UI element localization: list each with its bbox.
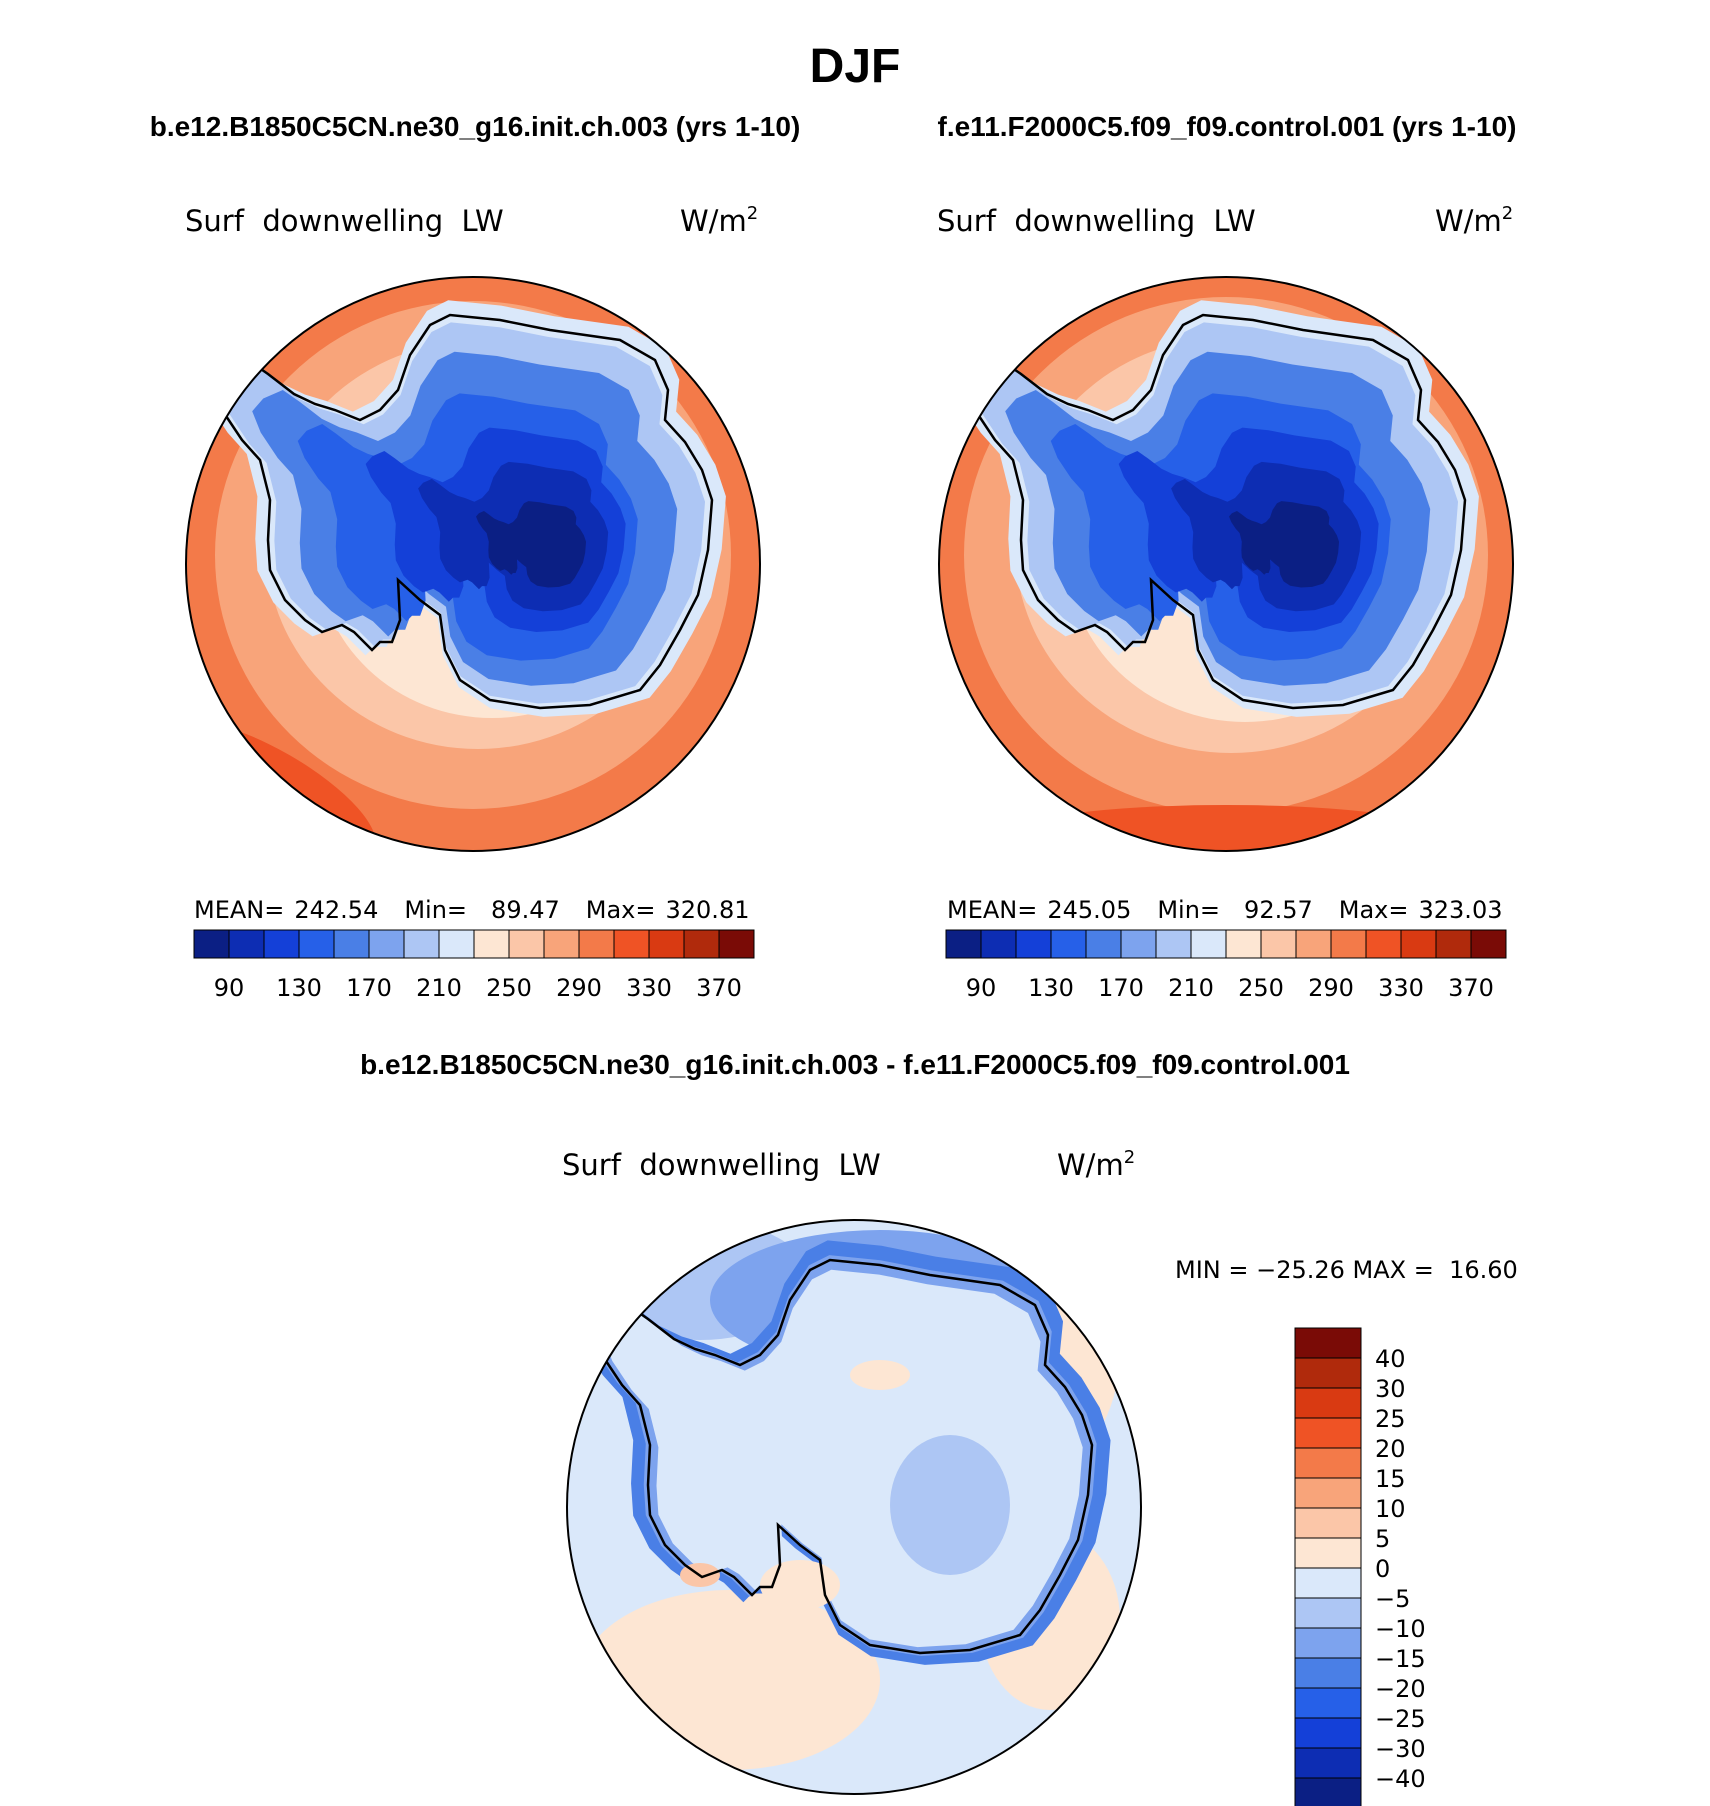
colorbar-swatch bbox=[648, 929, 685, 959]
colorbar-swatch bbox=[1120, 929, 1157, 959]
colorbar-tick-label: 370 bbox=[1448, 974, 1494, 1002]
colorbar-swatch bbox=[1294, 1357, 1362, 1389]
colorbar-tick-label: 10 bbox=[1375, 1495, 1406, 1523]
colorbar-swatch bbox=[1294, 1657, 1362, 1689]
colorbar-swatch bbox=[193, 929, 230, 959]
colorbar-tick-label: −25 bbox=[1375, 1705, 1426, 1733]
colorbar-swatch bbox=[1294, 1417, 1362, 1449]
colorbar-tick-label: 15 bbox=[1375, 1465, 1406, 1493]
colorbar-tick-label: 130 bbox=[276, 974, 322, 1002]
colorbar-swatch bbox=[1294, 1567, 1362, 1599]
colorbar-swatch bbox=[1365, 929, 1402, 959]
polar-map-difference bbox=[566, 1219, 1142, 1795]
colorbar-swatch bbox=[1294, 1717, 1362, 1749]
colorbar-tick-label: 250 bbox=[486, 974, 532, 1002]
colorbar-swatch bbox=[1470, 929, 1507, 959]
colorbar-right: 90 130 170 210 250 290 330 370 bbox=[945, 929, 1507, 1002]
colorbar-swatch bbox=[368, 929, 405, 959]
colorbar-tick-label: −5 bbox=[1375, 1585, 1410, 1613]
stats-line-left: MEAN= 242.54 Min= 89.47 Max= 320.81 bbox=[194, 896, 749, 924]
colorbar-tick-label: −20 bbox=[1375, 1675, 1426, 1703]
colorbar-tick-label: 20 bbox=[1375, 1435, 1406, 1463]
colorbar-swatch bbox=[1435, 929, 1472, 959]
colorbar-tick-label: 290 bbox=[556, 974, 602, 1002]
colorbar-tick-label: 90 bbox=[214, 974, 245, 1002]
colorbar-swatch bbox=[263, 929, 300, 959]
colorbar-swatch bbox=[1330, 929, 1367, 959]
colorbar-tick-label: 130 bbox=[1028, 974, 1074, 1002]
variable-label-diff: Surf downwelling LW bbox=[562, 1148, 881, 1182]
colorbar-tick-label: 0 bbox=[1375, 1555, 1390, 1583]
colorbar-left: 90 130 170 210 250 290 330 370 bbox=[193, 929, 755, 1002]
stats-line-right: MEAN= 245.05 Min= 92.57 Max= 323.03 bbox=[947, 896, 1502, 924]
colorbar-swatch bbox=[1050, 929, 1087, 959]
colorbar-tick-label: 290 bbox=[1308, 974, 1354, 1002]
colorbar-swatch bbox=[1294, 1327, 1362, 1359]
colorbar-swatch bbox=[543, 929, 580, 959]
units-label-diff: W/m2 bbox=[1057, 1147, 1135, 1182]
colorbar-swatch bbox=[1294, 1447, 1362, 1479]
colorbar-swatch bbox=[1190, 929, 1227, 959]
colorbar-swatch bbox=[1294, 1537, 1362, 1569]
colorbar-swatch bbox=[1294, 1627, 1362, 1659]
case-title-left: b.e12.B1850C5CN.ne30_g16.init.ch.003 (yr… bbox=[150, 111, 801, 142]
colorbar-swatch bbox=[333, 929, 370, 959]
colorbar-swatch bbox=[718, 929, 755, 959]
colorbar-swatch bbox=[1294, 1507, 1362, 1539]
case-title-right: f.e11.F2000C5.f09_f09.control.001 (yrs 1… bbox=[938, 111, 1517, 142]
colorbar-swatch bbox=[1400, 929, 1437, 959]
colorbar-swatch bbox=[1225, 929, 1262, 959]
diff-case-title: b.e12.B1850C5CN.ne30_g16.init.ch.003 - f… bbox=[360, 1049, 1350, 1080]
colorbar-swatch bbox=[438, 929, 475, 959]
colorbar-tick-label: 40 bbox=[1375, 1345, 1406, 1373]
colorbar-tick-label: 5 bbox=[1375, 1525, 1390, 1553]
colorbar-tick-label: 330 bbox=[1378, 974, 1424, 1002]
colorbar-swatch bbox=[1294, 1387, 1362, 1419]
units-label-left: W/m2 bbox=[680, 203, 758, 238]
colorbar-swatch bbox=[980, 929, 1017, 959]
colorbar-tick-label: 170 bbox=[1098, 974, 1144, 1002]
colorbar-swatch bbox=[473, 929, 510, 959]
variable-label-right: Surf downwelling LW bbox=[937, 204, 1256, 238]
colorbar-swatch bbox=[228, 929, 265, 959]
colorbar-tick-label: −40 bbox=[1375, 1765, 1426, 1793]
colorbar-tick-label: 170 bbox=[346, 974, 392, 1002]
colorbar-swatch bbox=[1294, 1597, 1362, 1629]
colorbar-swatch bbox=[1294, 1777, 1362, 1806]
units-label-right: W/m2 bbox=[1435, 203, 1513, 238]
colorbar-swatch bbox=[683, 929, 720, 959]
variable-label-left: Surf downwelling LW bbox=[185, 204, 504, 238]
polar-map-left bbox=[185, 276, 761, 852]
colorbar-swatch bbox=[613, 929, 650, 959]
colorbar-swatch bbox=[508, 929, 545, 959]
colorbar-tick-label: −30 bbox=[1375, 1735, 1426, 1763]
colorbar-swatch bbox=[945, 929, 982, 959]
colorbar-swatch bbox=[1085, 929, 1122, 959]
colorbar-swatch bbox=[298, 929, 335, 959]
colorbar-swatch bbox=[1260, 929, 1297, 959]
main-title: DJF bbox=[810, 40, 901, 93]
colorbar-swatch bbox=[1015, 929, 1052, 959]
colorbar-tick-label: 30 bbox=[1375, 1375, 1406, 1403]
colorbar-swatch bbox=[1155, 929, 1192, 959]
colorbar-swatch bbox=[403, 929, 440, 959]
colorbar-tick-label: 210 bbox=[1168, 974, 1214, 1002]
colorbar-swatch bbox=[578, 929, 615, 959]
stats-line-diff: MIN = −25.26 MAX = 16.60 bbox=[1175, 1256, 1518, 1284]
colorbar-swatch bbox=[1294, 1687, 1362, 1719]
colorbar-tick-label: 250 bbox=[1238, 974, 1284, 1002]
colorbar-tick-label: 210 bbox=[416, 974, 462, 1002]
colorbar-tick-label: −15 bbox=[1375, 1645, 1426, 1673]
colorbar-tick-label: −10 bbox=[1375, 1615, 1426, 1643]
colorbar-tick-label: 25 bbox=[1375, 1405, 1406, 1433]
colorbar-swatch bbox=[1295, 929, 1332, 959]
colorbar-tick-label: 90 bbox=[966, 974, 997, 1002]
colorbar-swatch bbox=[1294, 1747, 1362, 1779]
polar-map-right bbox=[938, 276, 1514, 852]
colorbar-tick-label: 330 bbox=[626, 974, 672, 1002]
colorbar-swatch bbox=[1294, 1477, 1362, 1509]
colorbar-tick-label: 370 bbox=[696, 974, 742, 1002]
